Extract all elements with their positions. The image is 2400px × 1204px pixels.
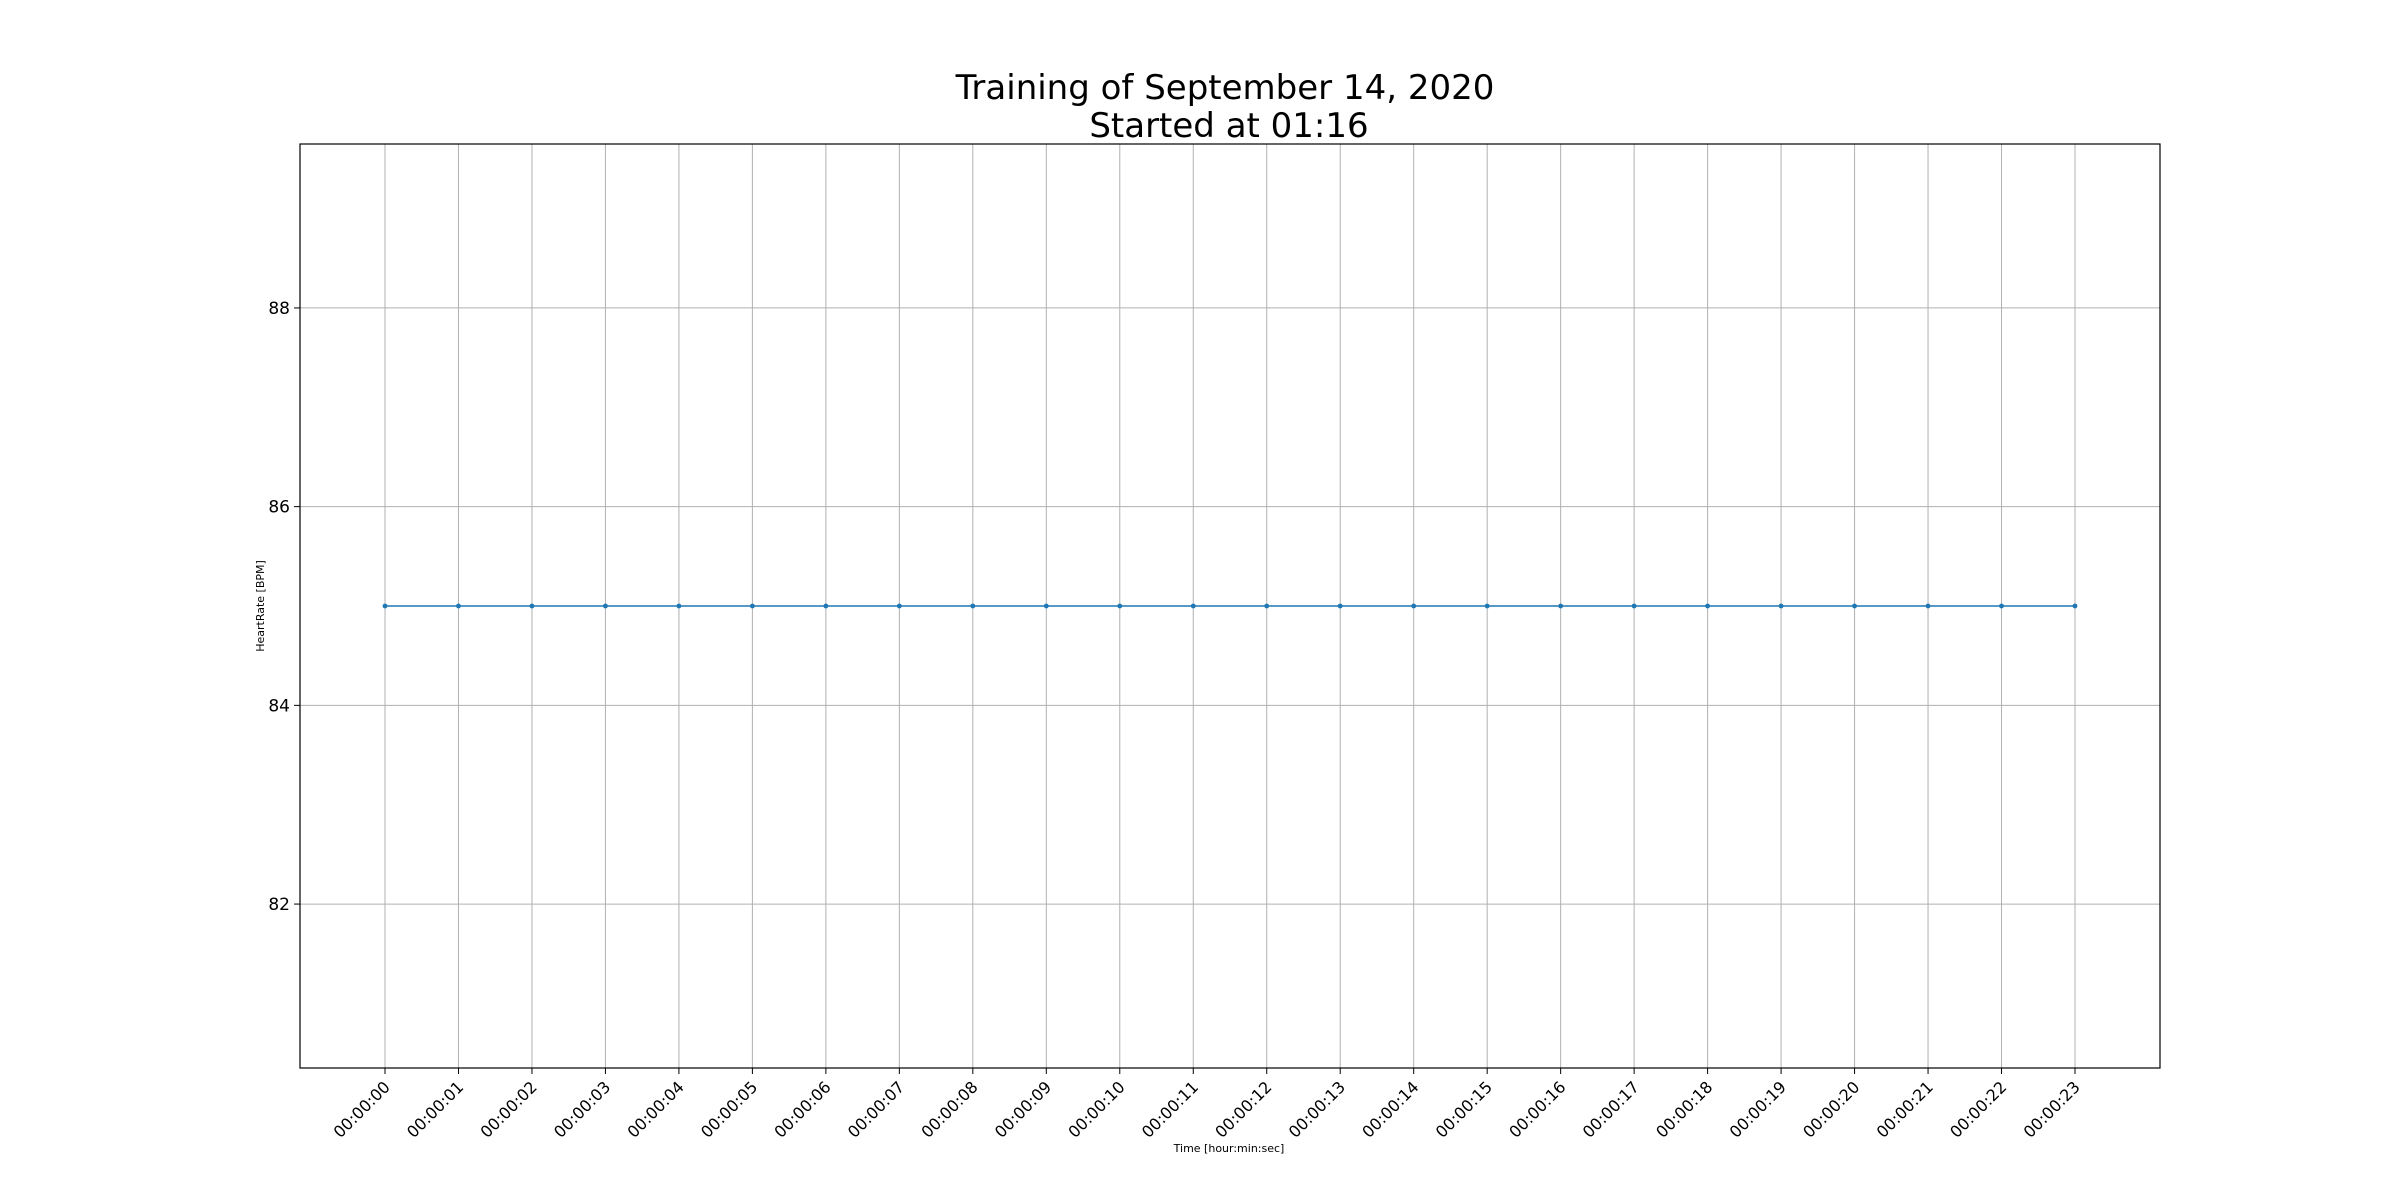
data-point bbox=[1043, 603, 1049, 609]
x-tick-label: 00:00:11 bbox=[1138, 1077, 1202, 1141]
x-tick-label: 00:00:06 bbox=[770, 1077, 834, 1141]
data-point bbox=[2072, 603, 2078, 609]
x-tick-label: 00:00:03 bbox=[550, 1077, 614, 1141]
data-point bbox=[1190, 603, 1196, 609]
x-tick-label: 00:00:15 bbox=[1432, 1077, 1496, 1141]
x-tick-label: 00:00:02 bbox=[477, 1077, 541, 1141]
x-tick-label: 00:00:05 bbox=[697, 1077, 761, 1141]
y-axis-label: HeartRate [BPM] bbox=[254, 560, 267, 652]
chart-subtitle: Started at 01:16 bbox=[1089, 106, 1368, 146]
y-axis: 82 84 86 88 bbox=[268, 299, 300, 915]
y-tick-label: 86 bbox=[268, 498, 290, 518]
y-tick-label: 82 bbox=[268, 895, 290, 915]
x-tick-label: 00:00:23 bbox=[2020, 1077, 2084, 1141]
x-tick-label: 00:00:08 bbox=[917, 1077, 981, 1141]
x-tick-label: 00:00:14 bbox=[1358, 1077, 1422, 1141]
data-point bbox=[1925, 603, 1931, 609]
plot-frame bbox=[299, 143, 2161, 1069]
data-point bbox=[823, 603, 829, 609]
chart-title: Training of September 14, 2020 bbox=[955, 68, 1495, 108]
data-point bbox=[749, 603, 755, 609]
data-point bbox=[1631, 603, 1637, 609]
data-point bbox=[529, 603, 535, 609]
data-point bbox=[1337, 603, 1343, 609]
x-tick-label: 00:00:19 bbox=[1726, 1077, 1790, 1141]
data-point bbox=[1558, 603, 1564, 609]
x-tick-label: 00:00:17 bbox=[1579, 1077, 1643, 1141]
data-point bbox=[382, 603, 388, 609]
x-tick-label: 00:00:12 bbox=[1211, 1077, 1275, 1141]
x-tick-label: 00:00:04 bbox=[623, 1077, 687, 1141]
data-point bbox=[1117, 603, 1123, 609]
x-axis-label: Time [hour:min:sec] bbox=[1173, 1142, 1285, 1155]
x-tick-label: 00:00:13 bbox=[1285, 1077, 1349, 1141]
x-tick-label: 00:00:01 bbox=[403, 1077, 467, 1141]
y-tick-label: 88 bbox=[268, 299, 290, 319]
x-axis: 00:00:00 00:00:01 00:00:02 00:00:03 00:00:04… bbox=[330, 1068, 2084, 1142]
data-point bbox=[676, 603, 682, 609]
x-tick-label: 00:00:00 bbox=[330, 1077, 394, 1141]
series-layer bbox=[382, 603, 2078, 609]
data-point bbox=[1705, 603, 1711, 609]
data-point bbox=[1411, 603, 1417, 609]
data-point bbox=[896, 603, 902, 609]
y-tick-label: 84 bbox=[268, 696, 290, 716]
x-tick-label: 00:00:16 bbox=[1505, 1077, 1569, 1141]
x-tick-label: 00:00:21 bbox=[1873, 1077, 1937, 1141]
data-point bbox=[603, 603, 608, 609]
data-point bbox=[1484, 603, 1490, 609]
data-point bbox=[456, 603, 461, 609]
data-point bbox=[1264, 603, 1270, 609]
x-tick-label: 00:00:09 bbox=[991, 1077, 1055, 1141]
data-point bbox=[1852, 603, 1857, 609]
x-tick-label: 00:00:20 bbox=[1799, 1077, 1863, 1141]
x-tick-label: 00:00:18 bbox=[1652, 1077, 1716, 1141]
data-point bbox=[1778, 603, 1784, 609]
data-point bbox=[1999, 603, 2004, 609]
x-tick-label: 00:00:22 bbox=[1946, 1077, 2010, 1141]
x-tick-label: 00:00:10 bbox=[1064, 1077, 1128, 1141]
data-point bbox=[970, 603, 976, 609]
x-tick-label: 00:00:07 bbox=[844, 1077, 908, 1141]
